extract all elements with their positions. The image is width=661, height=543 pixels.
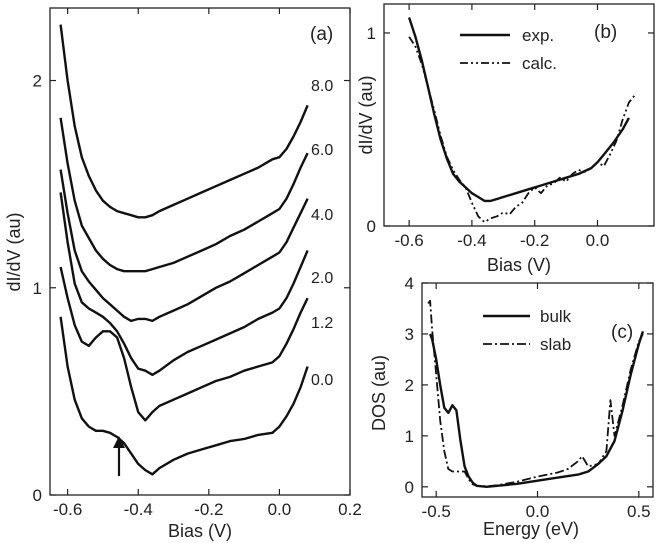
panel-c-tag: (c) xyxy=(611,322,633,343)
panel-a-tag: (a) xyxy=(310,24,333,45)
legend-item-bulk: bulk xyxy=(483,307,572,326)
curve-label-2.0: 2.0 xyxy=(311,270,333,287)
curve-label-text: 4.0 xyxy=(311,207,333,224)
series-line-a-00 xyxy=(59,316,309,476)
curve-label-4.0: 4.0 xyxy=(311,207,333,224)
x-tick-label: 0.0 xyxy=(526,502,550,521)
curve-label-text: 2.0 xyxy=(311,270,333,287)
series-line-a-60 xyxy=(59,117,309,273)
x-tick-label: -0.4 xyxy=(457,231,486,250)
curve-label-8.0: 8.0 xyxy=(311,78,333,95)
curve-label-6.0: 6.0 xyxy=(311,142,333,159)
x-tick-label: -0.6 xyxy=(394,231,423,250)
panel-b-legend: exp. calc. xyxy=(460,26,557,73)
panel-b-ticks: -0.6 -0.4 -0.2 0.0 0 1 xyxy=(367,4,654,250)
curve-label-text: 6.0 xyxy=(311,142,333,159)
legend-label-bulk: bulk xyxy=(540,307,572,326)
up-arrow-icon xyxy=(113,436,125,476)
panel-b: -0.6 -0.4 -0.2 0.0 0 1 (b) exp. calc. Bias (V… xyxy=(356,3,655,275)
panel-a: -0.6 -0.4 -0.2 0.0 0.2 0 1 2 (a) Bias (V) dI/dV… xyxy=(4,7,362,541)
x-tick-label: 0.5 xyxy=(627,502,651,521)
series-line-a-80 xyxy=(59,24,309,219)
panel-b-tag: (b) xyxy=(594,22,617,43)
x-tick-label: 0.2 xyxy=(338,500,362,519)
panel-c-frame xyxy=(421,282,654,498)
panel-b-ylabel: dI/dV (au) xyxy=(356,75,376,154)
curve-label-text: 8.0 xyxy=(311,78,333,95)
panel-c-ticks: -0.5 0.0 0.5 0 1 2 3 4 xyxy=(405,274,653,521)
series-line-a-12 xyxy=(59,266,309,422)
y-tick-label: 0 xyxy=(33,486,42,505)
y-tick-label: 3 xyxy=(405,325,414,344)
x-tick-label: 0.0 xyxy=(586,231,610,250)
y-tick-label: 4 xyxy=(405,274,414,293)
y-tick-label: 0 xyxy=(405,478,414,497)
panel-c-ylabel: DOS (au) xyxy=(369,355,389,431)
x-tick-label: -0.5 xyxy=(422,502,451,521)
x-tick-label: 0.0 xyxy=(268,500,292,519)
panel-a-frame xyxy=(49,7,351,496)
x-tick-label: -0.2 xyxy=(520,231,549,250)
panel-c: -0.5 0.0 0.5 0 1 2 3 4 (c) bulk slab Energy (eV… xyxy=(369,274,654,539)
series-line-c-slab xyxy=(427,299,644,488)
panel-a-curves xyxy=(59,24,309,476)
panel-b-curves xyxy=(407,17,636,224)
curve-label-1.2: 1.2 xyxy=(311,315,333,332)
panel-a-ylabel: dI/dV (au) xyxy=(4,212,24,291)
curve-label-text: 1.2 xyxy=(311,315,333,332)
series-line-a-40 xyxy=(59,169,309,323)
panel-c-curves xyxy=(427,299,645,488)
series-line-b-calc xyxy=(408,36,636,224)
curve-label-text: 0.0 xyxy=(311,372,333,389)
legend-item-calc: calc. xyxy=(460,54,557,73)
legend-label-slab: slab xyxy=(540,335,571,354)
y-tick-label: 0 xyxy=(367,217,376,236)
curve-label-0.0: 0.0 xyxy=(311,372,333,389)
y-tick-label: 2 xyxy=(405,376,414,395)
x-tick-label: -0.6 xyxy=(53,500,82,519)
y-tick-label: 1 xyxy=(367,24,376,43)
panel-b-xlabel: Bias (V) xyxy=(487,255,551,275)
x-tick-label: -0.4 xyxy=(124,500,153,519)
panel-b-frame xyxy=(383,3,655,227)
x-tick-label: -0.2 xyxy=(194,500,223,519)
series-line-a-20 xyxy=(59,192,309,376)
panel-a-xlabel: Bias (V) xyxy=(168,521,232,541)
panel-c-legend: bulk slab xyxy=(483,307,572,354)
legend-item-slab: slab xyxy=(483,335,571,354)
panel-c-xlabel: Energy (eV) xyxy=(483,519,579,539)
legend-label-exp: exp. xyxy=(522,26,554,45)
legend-label-calc: calc. xyxy=(522,54,557,73)
y-tick-label: 1 xyxy=(33,279,42,298)
panel-a-ticks: -0.6 -0.4 -0.2 0.0 0.2 0 1 2 xyxy=(33,8,362,519)
legend-item-exp: exp. xyxy=(460,26,554,45)
y-tick-label: 2 xyxy=(33,72,42,91)
series-line-c-bulk xyxy=(428,331,645,488)
y-tick-label: 1 xyxy=(405,427,414,446)
series-line-b-exp xyxy=(407,17,630,203)
